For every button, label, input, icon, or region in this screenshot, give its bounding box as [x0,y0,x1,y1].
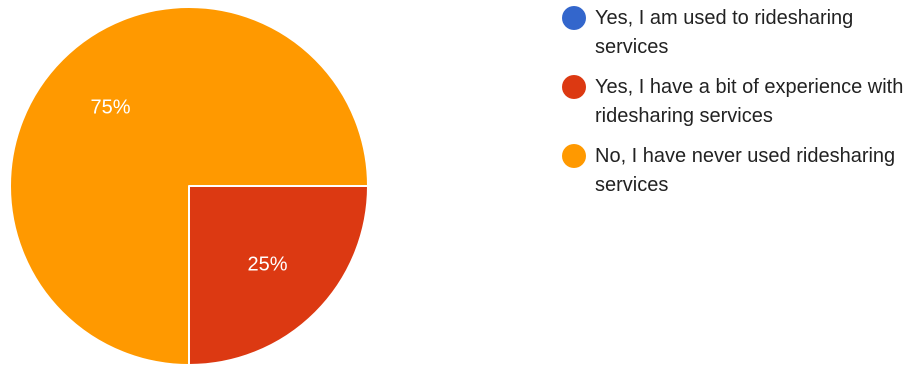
legend-swatch [562,6,586,30]
legend-label: Yes, I have a bit of experience with rid… [595,76,904,127]
pie-slice[interactable] [188,185,369,366]
pie-slice-labels: 25% 75% [91,97,288,276]
legend-item[interactable]: No, I have never used ridesharing servic… [562,142,918,200]
legend-label: No, I have never used ridesharing servic… [595,145,896,196]
legend-label: Yes, I am used to ridesharing services [595,7,854,58]
slice-percent-label: 25% [247,253,287,275]
legend-swatch [562,75,586,99]
pie-chart-plot: 25% 75% [9,6,369,366]
legend-swatch [562,144,586,168]
pie-slices [9,6,369,366]
legend-item[interactable]: Yes, I am used to ridesharing services [562,4,918,62]
pie-slice[interactable] [9,6,369,366]
legend-item[interactable]: Yes, I have a bit of experience with rid… [562,73,918,131]
slice-percent-label: 75% [91,97,131,119]
legend: Yes, I am used to ridesharing services Y… [562,4,918,211]
